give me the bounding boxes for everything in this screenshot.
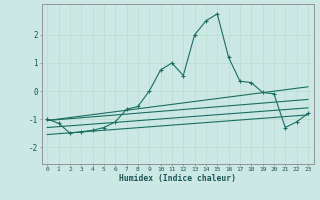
X-axis label: Humidex (Indice chaleur): Humidex (Indice chaleur)	[119, 174, 236, 183]
